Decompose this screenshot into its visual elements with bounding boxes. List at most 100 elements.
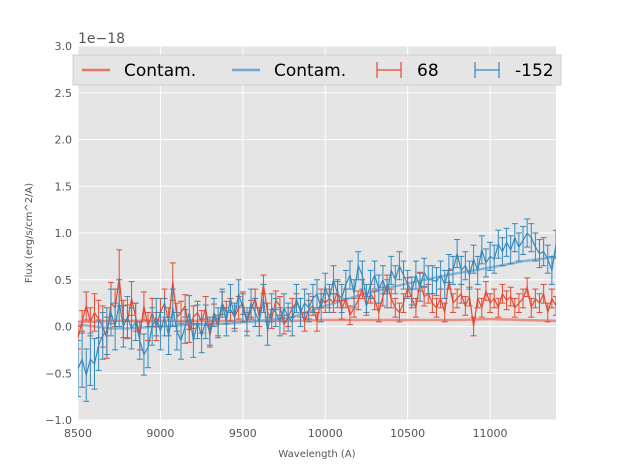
error-bar xyxy=(309,283,316,313)
error-bar xyxy=(78,340,81,398)
error-bar xyxy=(103,307,110,356)
error-bar xyxy=(524,218,531,248)
error-bar xyxy=(297,297,304,327)
error-bar xyxy=(528,223,535,253)
y-tick-label: 2.5 xyxy=(55,87,73,100)
tick-labels: 8500 9000 9500 10000 10500 11000 −1.0 −0.5 0.0 0.… xyxy=(45,40,507,440)
series-clip-group xyxy=(78,218,556,402)
error-bar xyxy=(474,255,481,285)
legend-entry: Contam. xyxy=(82,61,196,81)
error-bar xyxy=(433,297,440,318)
error-bar xyxy=(421,257,428,287)
error-bar xyxy=(412,260,419,290)
error-bar xyxy=(132,302,139,342)
y-tick-label: 2.0 xyxy=(55,134,73,147)
y-tick-label: −0.5 xyxy=(45,367,72,380)
legend-label: Contam. xyxy=(274,61,346,81)
error-bar xyxy=(79,330,86,388)
error-bar xyxy=(145,326,152,369)
error-bar xyxy=(136,321,143,360)
error-bar xyxy=(260,283,267,313)
error-bar xyxy=(474,288,481,309)
error-bar xyxy=(248,288,255,318)
error-bar xyxy=(441,302,448,323)
error-bar xyxy=(482,281,489,301)
error-bar xyxy=(511,223,518,253)
series-obj-152 xyxy=(78,218,556,402)
error-bar xyxy=(392,265,399,295)
error-bar xyxy=(182,309,189,344)
error-bar xyxy=(503,227,510,257)
error-bar xyxy=(396,302,403,323)
error-bar xyxy=(400,260,407,290)
error-bar xyxy=(544,244,551,274)
error-bar xyxy=(437,260,444,290)
error-bar xyxy=(239,293,246,323)
error-bar xyxy=(392,297,399,318)
error-bar xyxy=(91,293,98,332)
error-bar xyxy=(429,265,436,295)
error-bar xyxy=(520,288,527,309)
error-bar xyxy=(515,293,522,313)
error-bar xyxy=(515,232,522,262)
error-bar xyxy=(499,237,506,267)
y-tick-label: 1.5 xyxy=(55,180,73,193)
error-bar xyxy=(495,229,502,259)
error-bar xyxy=(281,293,288,323)
error-bar xyxy=(120,305,127,348)
error-bar xyxy=(285,302,292,332)
error-bar xyxy=(194,304,201,340)
x-tick-label: 9000 xyxy=(146,427,174,440)
error-bar xyxy=(421,286,428,307)
error-bar xyxy=(305,293,312,323)
error-bar xyxy=(454,239,461,269)
error-bar xyxy=(454,288,461,309)
legend-entry: Contam. xyxy=(232,61,346,81)
error-bar xyxy=(548,288,555,309)
error-bar xyxy=(548,255,555,285)
error-bar xyxy=(487,241,494,271)
error-bar xyxy=(268,293,275,323)
error-bar xyxy=(528,297,535,318)
error-bar xyxy=(289,307,296,337)
error-bar xyxy=(215,307,222,337)
error-bar xyxy=(478,235,485,265)
error-bar xyxy=(396,251,403,281)
error-bar xyxy=(371,260,378,290)
error-bar xyxy=(536,239,543,269)
error-bar xyxy=(219,288,226,318)
legend-label: Contam. xyxy=(124,61,196,81)
error-bar xyxy=(178,321,185,360)
y-tick-label: 0.0 xyxy=(55,321,73,334)
y-tick-label: 1.0 xyxy=(55,227,73,240)
error-bar xyxy=(83,291,90,321)
error-bar xyxy=(252,297,259,327)
error-bar xyxy=(301,288,308,318)
error-bar xyxy=(223,307,230,337)
error-bar xyxy=(491,288,498,309)
error-bar xyxy=(116,279,123,327)
error-bar xyxy=(95,319,102,371)
error-bar xyxy=(499,283,506,304)
error-bar xyxy=(169,288,176,327)
error-bar xyxy=(487,293,494,313)
error-bar xyxy=(466,260,473,290)
error-bar xyxy=(198,318,205,354)
error-bar xyxy=(388,255,395,285)
x-tick-label: 8500 xyxy=(64,427,92,440)
error-bar xyxy=(384,279,391,309)
error-bar xyxy=(190,323,197,358)
error-bar xyxy=(408,276,415,306)
error-bar xyxy=(326,283,333,313)
error-bar xyxy=(458,255,465,285)
error-bar xyxy=(417,272,424,302)
error-bar xyxy=(553,229,556,259)
error-bar xyxy=(161,297,168,337)
error-bar xyxy=(355,290,362,311)
error-bar xyxy=(202,304,209,340)
x-axis-label: Wavelength (A) xyxy=(278,449,355,460)
x-tick-label: 10000 xyxy=(308,427,343,440)
error-bar xyxy=(379,265,386,295)
error-bar xyxy=(149,307,156,346)
